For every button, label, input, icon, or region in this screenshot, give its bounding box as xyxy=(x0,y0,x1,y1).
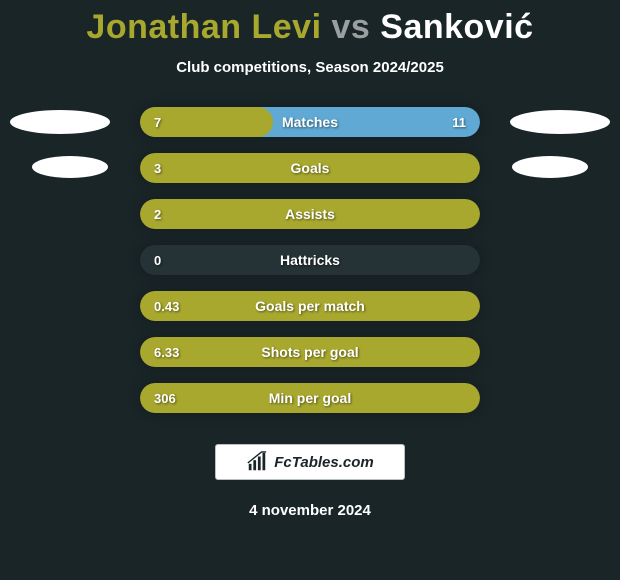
stat-value-right: 11 xyxy=(452,115,466,130)
right-oval-slot xyxy=(510,340,620,364)
left-oval-slot xyxy=(0,386,110,410)
player1-flag-oval xyxy=(32,156,108,178)
stat-bar: 0.43 Goals per match xyxy=(140,291,480,321)
stat-bar: 0 Hattricks xyxy=(140,245,480,275)
stat-label: Assists xyxy=(285,206,335,222)
player1-name: Jonathan Levi xyxy=(86,8,321,46)
right-oval-slot xyxy=(510,386,620,410)
chart-icon xyxy=(246,451,268,473)
stat-row: 6.33 Shots per goal xyxy=(0,336,620,368)
stat-label: Goals per match xyxy=(255,298,365,314)
left-oval-slot xyxy=(0,202,110,226)
stat-value-left: 2 xyxy=(154,207,161,222)
stat-value-left: 7 xyxy=(154,115,161,130)
stat-row: 306 Min per goal xyxy=(0,382,620,414)
stat-bar: 2 Assists xyxy=(140,199,480,229)
stat-label: Shots per goal xyxy=(261,344,358,360)
stat-label: Goals xyxy=(291,160,330,176)
player1-photo-oval xyxy=(10,110,110,134)
stat-value-left: 0 xyxy=(154,253,161,268)
stat-row: 2 Assists xyxy=(0,198,620,230)
stat-label: Min per goal xyxy=(269,390,351,406)
bar-wrap: 306 Min per goal xyxy=(122,383,498,413)
branding-text: FcTables.com xyxy=(274,454,373,471)
bar-wrap: 6.33 Shots per goal xyxy=(122,337,498,367)
right-oval-slot xyxy=(510,294,620,318)
bar-wrap: 7 Matches 11 xyxy=(122,107,498,137)
player2-name: Sanković xyxy=(380,8,533,46)
right-oval-slot xyxy=(510,110,620,134)
right-oval-slot xyxy=(510,202,620,226)
subtitle: Club competitions, Season 2024/2025 xyxy=(176,59,444,76)
stat-bar: 6.33 Shots per goal xyxy=(140,337,480,367)
vs-label: vs xyxy=(331,8,370,46)
stat-row: 0.43 Goals per match xyxy=(0,290,620,322)
bar-wrap: 0 Hattricks xyxy=(122,245,498,275)
stat-value-left: 6.33 xyxy=(154,345,179,360)
right-oval-slot xyxy=(510,248,620,272)
stat-value-left: 306 xyxy=(154,391,176,406)
player2-photo-oval xyxy=(510,110,610,134)
stat-bar: 7 Matches 11 xyxy=(140,107,480,137)
stat-label: Hattricks xyxy=(280,252,340,268)
stats-rows: 7 Matches 11 3 Goals 2 Assists 0 Hattricks 0.43 Go… xyxy=(0,106,620,414)
branding-box[interactable]: FcTables.com xyxy=(215,444,405,480)
left-oval-slot xyxy=(0,248,110,272)
left-oval-slot xyxy=(0,340,110,364)
stat-value-left: 3 xyxy=(154,161,161,176)
page-title: Jonathan Levi vs Sanković xyxy=(86,8,533,47)
player2-flag-oval xyxy=(512,156,588,178)
stat-bar: 3 Goals xyxy=(140,153,480,183)
date-label: 4 november 2024 xyxy=(249,502,371,519)
left-oval-slot xyxy=(0,110,110,134)
stat-label: Matches xyxy=(282,114,338,130)
bar-wrap: 3 Goals xyxy=(122,153,498,183)
bar-wrap: 0.43 Goals per match xyxy=(122,291,498,321)
stat-value-left: 0.43 xyxy=(154,299,179,314)
bar-wrap: 2 Assists xyxy=(122,199,498,229)
comparison-card: Jonathan Levi vs Sanković Club competiti… xyxy=(0,0,620,580)
left-oval-slot xyxy=(0,156,110,180)
stat-bar: 306 Min per goal xyxy=(140,383,480,413)
right-oval-slot xyxy=(510,156,620,180)
stat-row: 0 Hattricks xyxy=(0,244,620,276)
stat-row: 7 Matches 11 xyxy=(0,106,620,138)
stat-row: 3 Goals xyxy=(0,152,620,184)
left-oval-slot xyxy=(0,294,110,318)
